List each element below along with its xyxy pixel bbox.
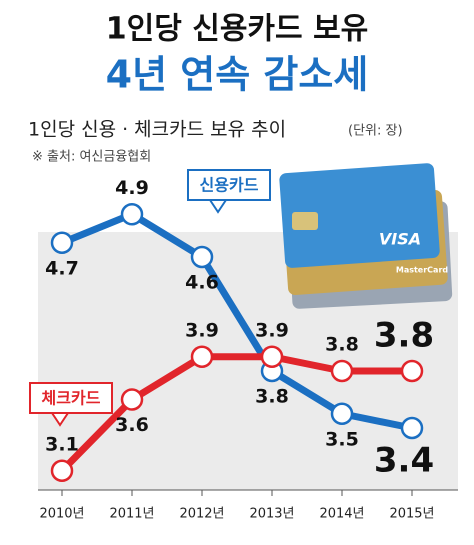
series-line <box>60 210 413 432</box>
x-tick-label: 2013년 <box>249 507 294 522</box>
legend-label: 신용카드 <box>200 176 259 195</box>
value-label: 3.9 <box>185 319 219 341</box>
point <box>50 231 74 254</box>
point <box>190 245 214 269</box>
source: ※ 출처: 여신금융협회 <box>32 150 151 165</box>
unit: (단위: 장) <box>348 124 403 139</box>
point <box>50 459 74 482</box>
card-text: VISA <box>379 230 421 249</box>
value-label: 3.8 <box>325 334 359 356</box>
card <box>279 163 440 268</box>
value-label: 3.1 <box>45 433 79 455</box>
legend-box <box>187 169 271 201</box>
legend-box <box>29 382 113 414</box>
chip <box>292 212 318 230</box>
value-label: 3.5 <box>325 428 359 450</box>
point <box>400 416 424 440</box>
legend-label: 체크카드 <box>42 389 101 408</box>
x-tick-label: 2011년 <box>109 507 154 522</box>
value-label: 3.4 <box>374 441 434 481</box>
value-label: 4.6 <box>185 272 219 294</box>
point <box>190 345 214 368</box>
point <box>120 388 144 411</box>
value-label: 3.6 <box>115 414 149 436</box>
point <box>120 203 144 226</box>
value-label: 4.7 <box>45 257 79 279</box>
series-line <box>59 353 412 474</box>
point <box>400 359 424 383</box>
value-label: 4.9 <box>115 177 149 199</box>
x-tick-label: 2015년 <box>389 507 434 522</box>
point <box>330 359 354 383</box>
value-label: 3.8 <box>255 386 289 408</box>
card-text: MasterCard <box>396 266 449 275</box>
x-tick-label: 2010년 <box>39 507 84 522</box>
value-label: 3.9 <box>255 319 289 341</box>
title: 1인당 신용카드 보유 <box>106 12 369 47</box>
card-illustration: VISA MasterCard <box>279 163 453 309</box>
point <box>330 402 354 425</box>
legend-pointer <box>51 412 69 427</box>
legend-pointer <box>209 199 227 214</box>
x-tick-label: 2012년 <box>179 507 224 522</box>
x-tick-label: 2014년 <box>319 507 364 522</box>
value-label: 3.8 <box>374 316 434 356</box>
chart-title: 1인당 신용 · 체크카드 보유 추이 <box>28 119 286 141</box>
point <box>260 345 284 368</box>
subtitle: 4년 연속 감소세 <box>106 53 369 97</box>
